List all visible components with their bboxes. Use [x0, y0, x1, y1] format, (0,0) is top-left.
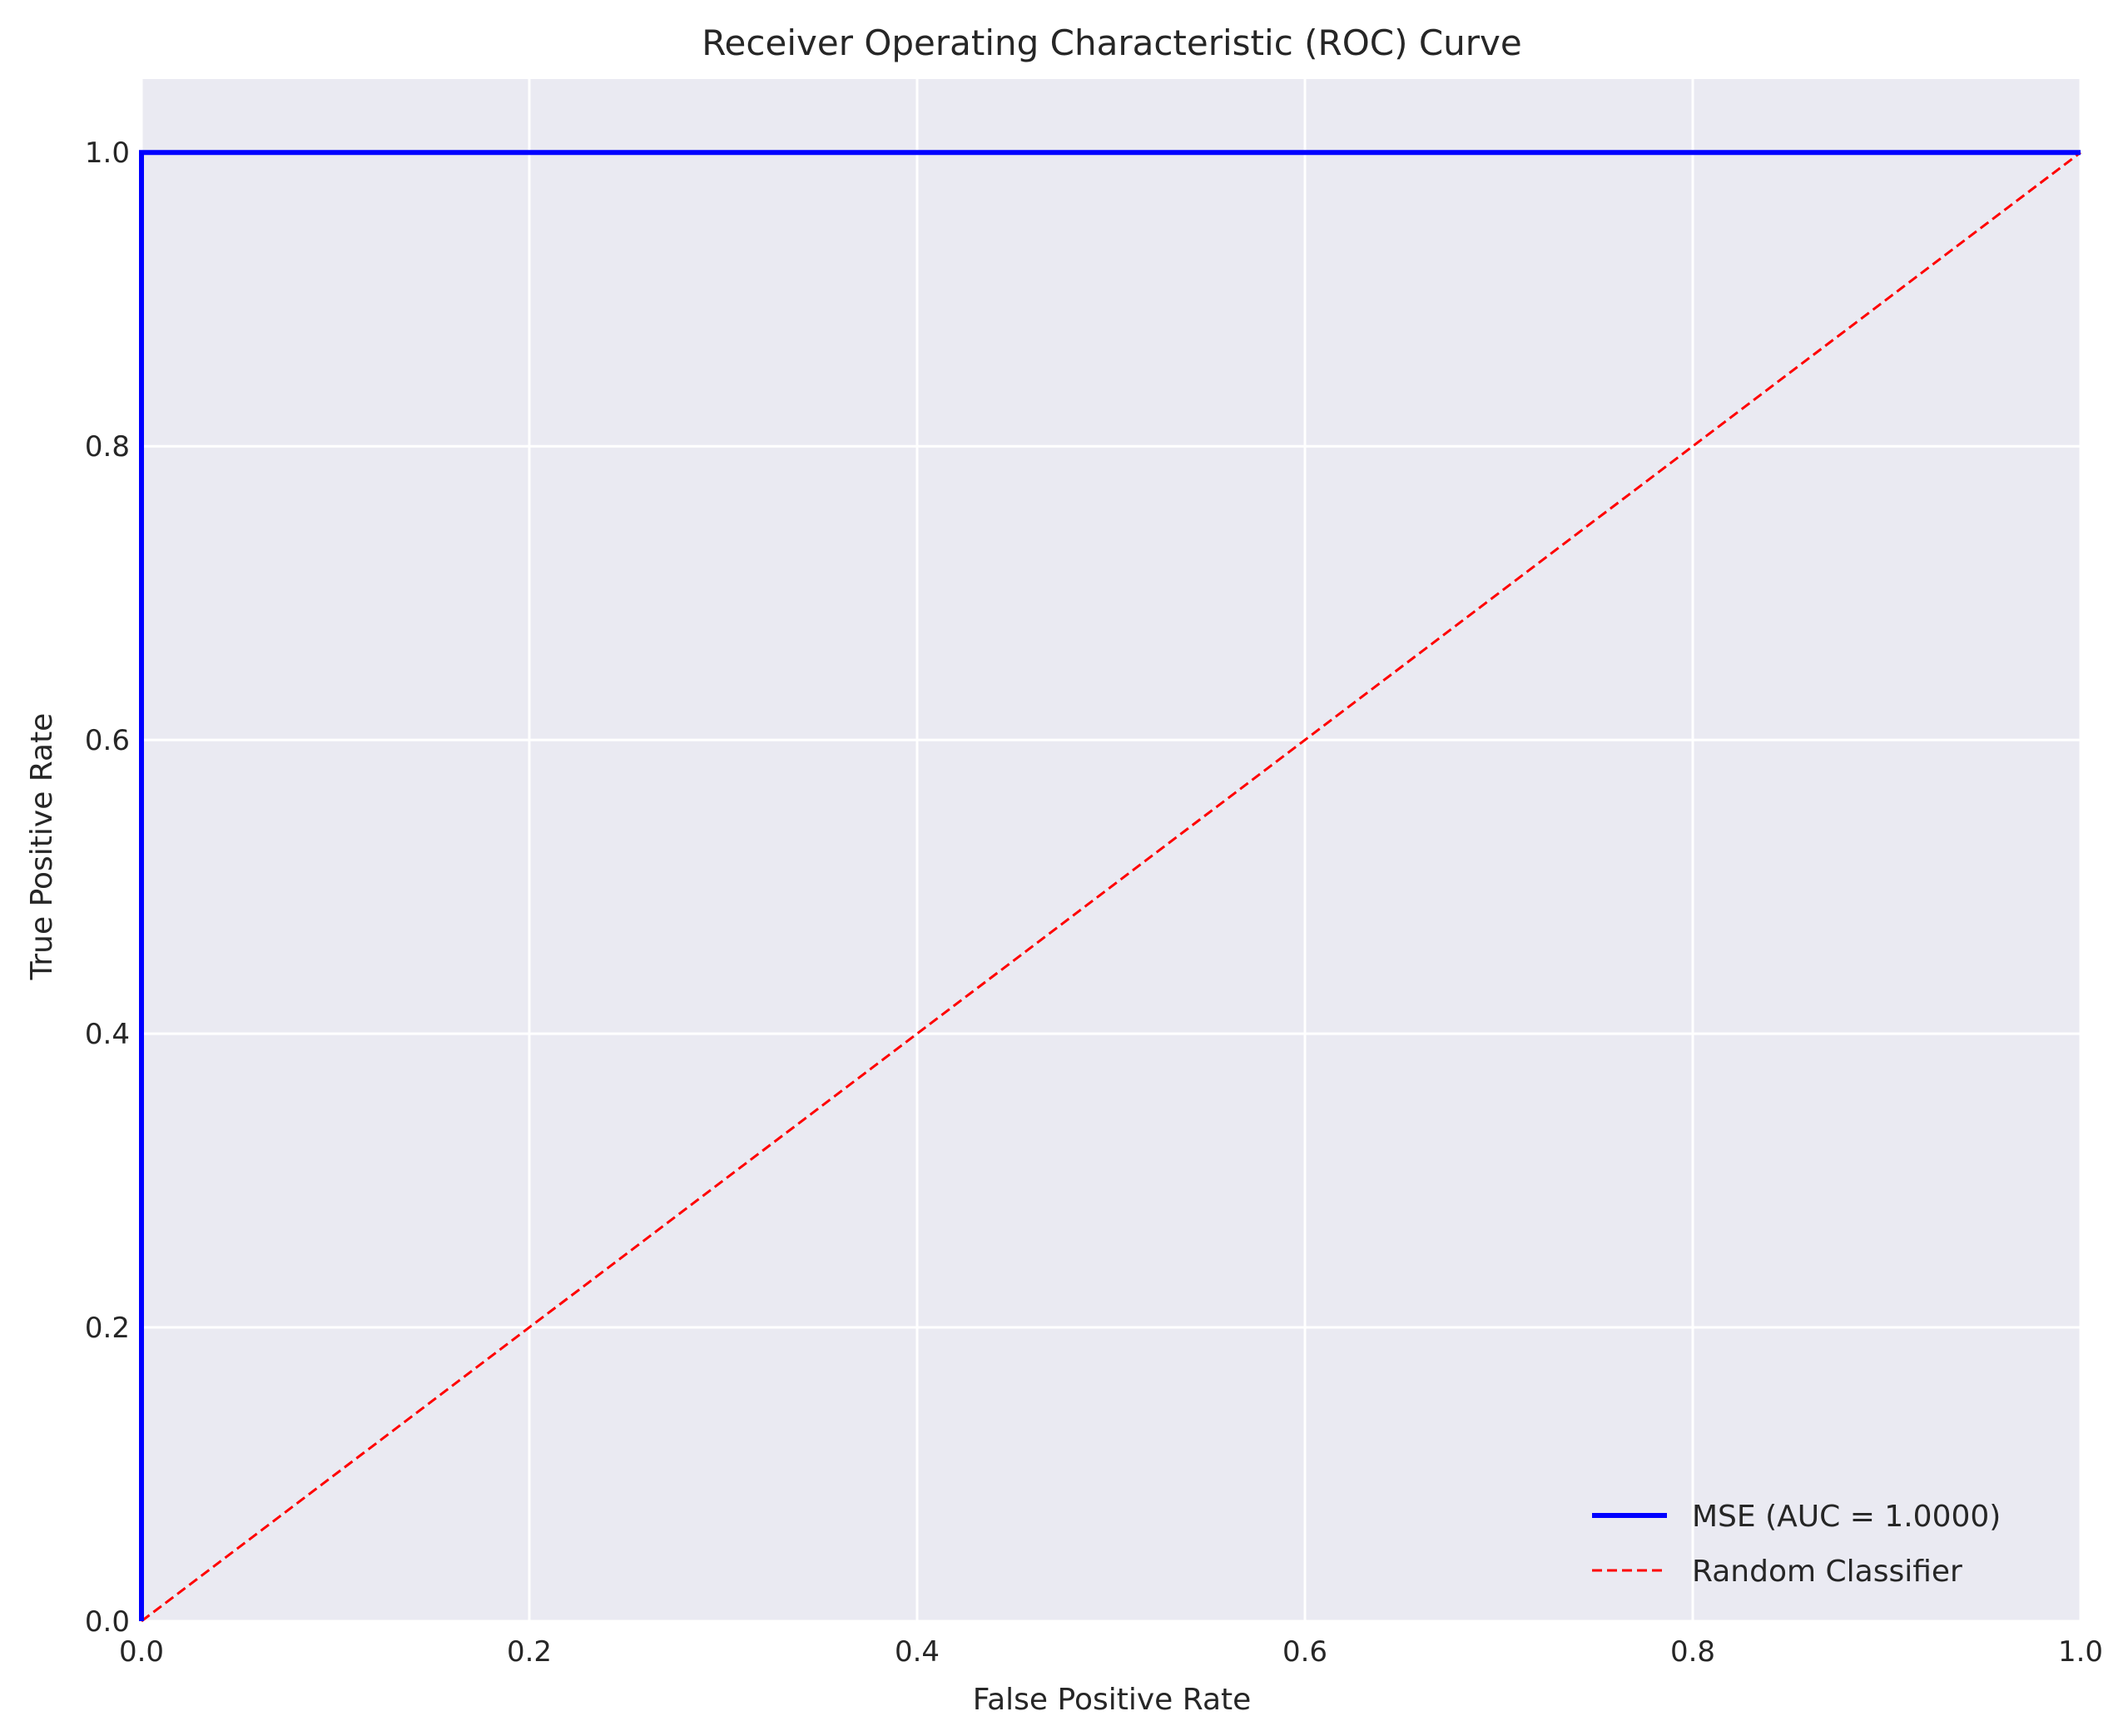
mse-roc-curve	[139, 150, 2081, 1621]
y-tick-label: 1.0	[85, 136, 130, 170]
x-tick-label: 0.0	[119, 1635, 164, 1669]
y-tick-label: 0.4	[85, 1018, 130, 1051]
y-tick-label: 0.0	[85, 1605, 130, 1639]
x-tick-label: 0.4	[895, 1635, 940, 1669]
legend-label-random: Random Classifier	[1692, 1555, 1962, 1589]
y-tick-label: 0.2	[85, 1312, 130, 1345]
legend-label-mse: MSE (AUC = 1.0000)	[1692, 1500, 2001, 1534]
x-tick-label: 0.8	[1670, 1635, 1715, 1669]
random-classifier-line	[141, 151, 2081, 1623]
legend: MSE (AUC = 1.0000) Random Classifier	[1592, 1500, 2001, 1589]
plot-area	[141, 79, 2081, 1621]
chart-title: Receiver Operating Characteristic (ROC) …	[702, 22, 1521, 63]
tick-labels: 0.0 0.2 0.4 0.6 0.8 1.0 0.0 0.2 0.4 0.6 0.8 1.0	[85, 136, 2103, 1669]
series-layer	[139, 150, 2081, 1623]
y-tick-label: 0.6	[85, 724, 130, 757]
y-tick-label: 0.8	[85, 430, 130, 464]
x-tick-label: 1.0	[2058, 1635, 2103, 1669]
x-tick-label: 0.6	[1282, 1635, 1327, 1669]
x-axis-label: False Positive Rate	[973, 1683, 1252, 1717]
grid-lines	[140, 79, 2082, 1623]
y-axis-label: True Positive Rate	[25, 713, 59, 981]
x-tick-label: 0.2	[507, 1635, 552, 1669]
